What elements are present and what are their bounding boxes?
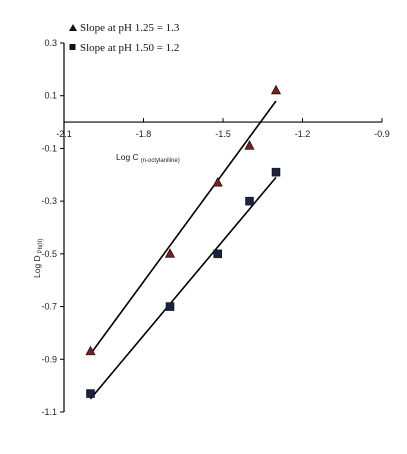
fit-line bbox=[89, 176, 277, 400]
data-point-triangle bbox=[85, 345, 96, 356]
data-point-triangle bbox=[165, 248, 175, 258]
x-tick-label: -2.1 bbox=[56, 129, 72, 139]
y-tick-label: -0.9 bbox=[41, 354, 57, 364]
data-point-square bbox=[271, 167, 281, 177]
legend: Slope at pH 1.25 = 1.3 Slope at pH 1.50 … bbox=[69, 22, 180, 54]
data-point-triangle bbox=[212, 177, 223, 187]
legend-marker-triangle bbox=[69, 24, 77, 31]
data-point-triangle bbox=[244, 140, 255, 150]
x-tick-label: -1.5 bbox=[215, 129, 231, 139]
plot-area bbox=[85, 84, 281, 400]
x-tick-label: -1.8 bbox=[136, 129, 152, 139]
data-point-square bbox=[86, 389, 95, 398]
legend-label-ph125: Slope at pH 1.25 = 1.3 bbox=[80, 22, 180, 34]
data-point-square bbox=[165, 302, 175, 311]
y-tick-label: -0.7 bbox=[41, 302, 57, 312]
x-axis-title: Log C (n-octylaniline) bbox=[116, 152, 180, 164]
series-2 bbox=[86, 167, 281, 400]
y-tick-label: -0.3 bbox=[41, 196, 57, 206]
y-tick-label: 0.1 bbox=[44, 91, 57, 101]
x-tick-label: -0.9 bbox=[374, 129, 390, 139]
y-tick-label: -0.1 bbox=[41, 143, 57, 153]
fit-line bbox=[89, 100, 277, 355]
series-1 bbox=[85, 84, 281, 356]
y-tick-label: -1.1 bbox=[41, 407, 57, 417]
axes: 0.3 0.1 -0.1 -0.3 -0.5 -0.7 -0.9 -1.1 -2.1 -1.8 -1… bbox=[41, 38, 389, 417]
legend-marker-square bbox=[69, 44, 76, 50]
data-point-square bbox=[245, 196, 254, 206]
y-axis-title: Log DPb(II) bbox=[32, 239, 44, 278]
y-tick-label: -0.5 bbox=[41, 249, 57, 259]
axis-titles: Log C (n-octylaniline) Log DPb(II) bbox=[32, 152, 180, 278]
x-tick-label: -1.2 bbox=[295, 129, 311, 139]
data-point-triangle bbox=[271, 84, 281, 95]
y-tick-label: 0.3 bbox=[44, 38, 57, 48]
legend-label-ph150: Slope at pH 1.50 = 1.2 bbox=[80, 42, 179, 54]
data-point-square bbox=[213, 249, 222, 259]
